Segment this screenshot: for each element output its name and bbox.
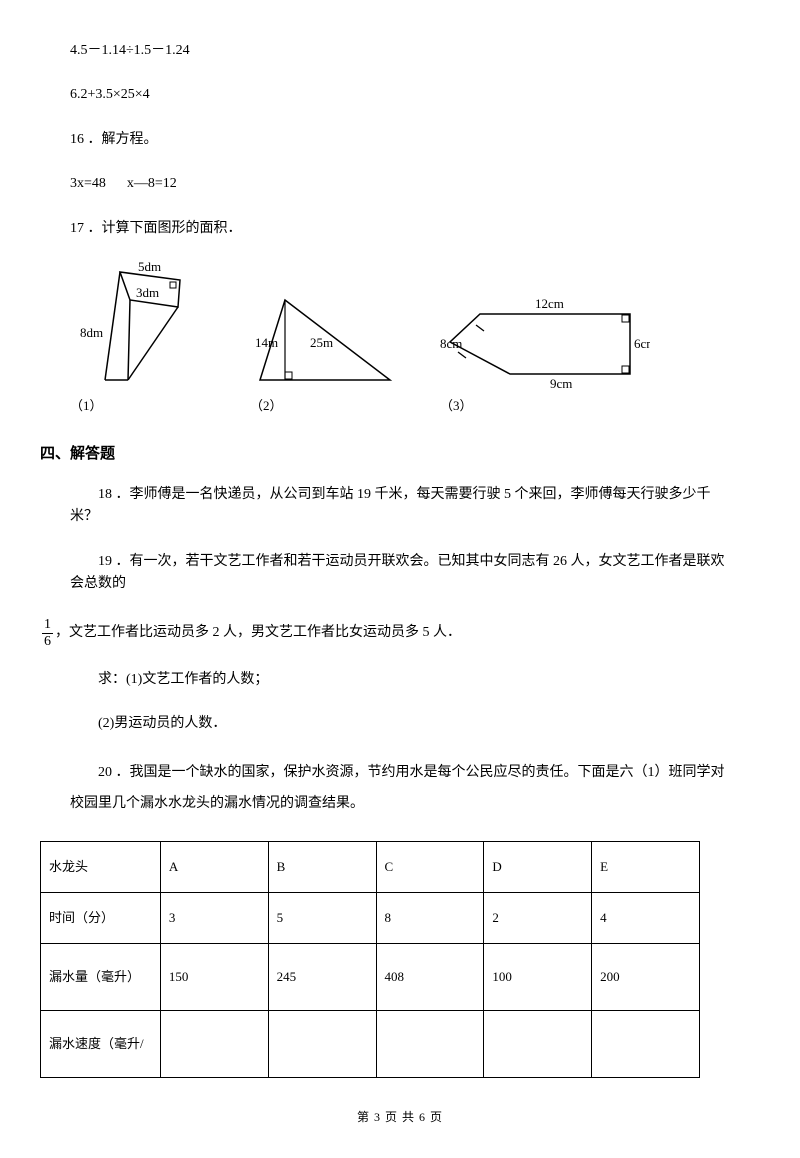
fig1-mid-label: 3dm	[136, 285, 159, 300]
table-row: 时间（分） 3 5 8 2 4	[41, 893, 700, 944]
fig2-height-label: 14m	[255, 335, 278, 350]
question-19-a: 19 ．有一次，若干文艺工作者和若干运动员开联欢会。已知其中女同志有 26 人，…	[70, 551, 730, 596]
table-cell: 漏水速度（毫升/	[41, 1011, 161, 1078]
fraction-denominator: 6	[42, 634, 53, 649]
table-cell: 200	[592, 944, 700, 1011]
table-cell: D	[484, 842, 592, 893]
table-cell: 245	[268, 944, 376, 1011]
fig2-hyp-label: 25m	[310, 335, 333, 350]
figure-1: 5dm 3dm 8dm （1）	[70, 262, 210, 417]
table-row: 漏水量（毫升） 150 245 408 100 200	[41, 944, 700, 1011]
table-cell	[592, 1011, 700, 1078]
figure-3-label: （3）	[440, 396, 473, 417]
fig3-top-label: 12cm	[535, 296, 564, 311]
table-cell: A	[160, 842, 268, 893]
fig3-left-label: 8cm	[440, 336, 462, 351]
question-20: 20 ．我国是一个缺水的国家，保护水资源，节约用水是每个公民应尽的责任。下面是六…	[70, 758, 730, 820]
table-cell: 100	[484, 944, 592, 1011]
question-16: 16 ．解方程。	[70, 129, 730, 151]
table-cell	[376, 1011, 484, 1078]
question-19-b: ，文艺工作者比运动员多 2 人，男文艺工作者比女运动员多 5 人．	[55, 625, 461, 640]
table-cell: 3	[160, 893, 268, 944]
expression-1: 4.5－1.14÷1.5－1.24	[70, 40, 730, 62]
fig1-top-label: 5dm	[138, 262, 161, 274]
table-cell: 水龙头	[41, 842, 161, 893]
table-cell: 时间（分）	[41, 893, 161, 944]
fig1-left-label: 8dm	[80, 325, 103, 340]
figure-3: 12cm 8cm 6cm 9cm （3）	[440, 292, 650, 417]
table-cell: 5	[268, 893, 376, 944]
table-cell	[268, 1011, 376, 1078]
fig3-bottom-label: 9cm	[550, 376, 572, 391]
table-cell: B	[268, 842, 376, 893]
water-table: 水龙头 A B C D E 时间（分） 3 5 8 2 4 漏水量（毫升） 15…	[40, 841, 700, 1078]
table-cell: 150	[160, 944, 268, 1011]
equation-16: 3x=48 x—8=12	[70, 173, 730, 195]
figures-row: 5dm 3dm 8dm （1） 14m 25m （2）	[70, 262, 730, 417]
table-cell: 漏水量（毫升）	[41, 944, 161, 1011]
fraction-numerator: 1	[42, 617, 53, 633]
figure-2-label: （2）	[250, 396, 283, 417]
table-cell	[160, 1011, 268, 1078]
page-footer: 第 3 页 共 6 页	[70, 1108, 730, 1127]
table-cell: 2	[484, 893, 592, 944]
table-cell: 408	[376, 944, 484, 1011]
question-19-c: 求：(1)文艺工作者的人数；	[70, 669, 730, 691]
figure-1-label: （1）	[70, 396, 103, 417]
table-cell: 8	[376, 893, 484, 944]
table-cell: E	[592, 842, 700, 893]
fig3-right-label: 6cm	[634, 336, 650, 351]
table-row: 漏水速度（毫升/	[41, 1011, 700, 1078]
table-cell: C	[376, 842, 484, 893]
section-4-title: 四、解答题	[40, 442, 730, 466]
table-cell	[484, 1011, 592, 1078]
question-19-d: (2)男运动员的人数．	[70, 713, 730, 735]
expression-2: 6.2+3.5×25×4	[70, 84, 730, 106]
table-row: 水龙头 A B C D E	[41, 842, 700, 893]
question-18: 18 ．李师傅是一名快递员，从公司到车站 19 千米，每天需要行驶 5 个来回，…	[70, 484, 730, 529]
question-17: 17 ．计算下面图形的面积．	[70, 218, 730, 240]
figure-2: 14m 25m （2）	[250, 292, 400, 417]
table-cell: 4	[592, 893, 700, 944]
fraction-1-6: 1 6	[40, 617, 55, 649]
